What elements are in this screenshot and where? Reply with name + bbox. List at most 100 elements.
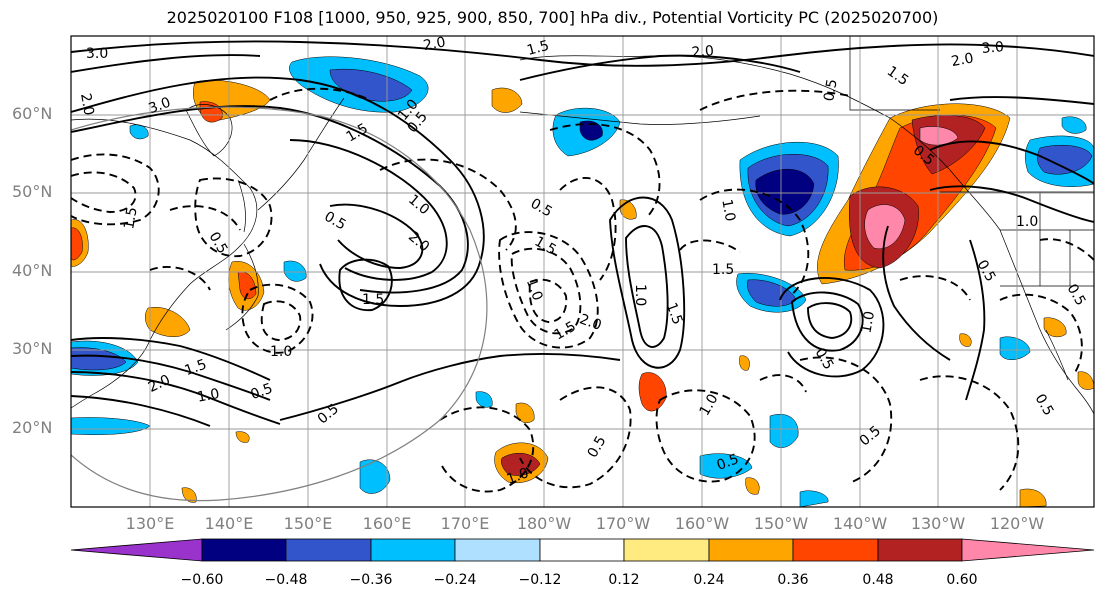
- contour-label: 1.0: [718, 198, 738, 223]
- contour-solid-7: [71, 54, 261, 73]
- contours-solid: [71, 40, 1094, 427]
- map-frame: [70, 35, 1095, 508]
- border-states: [1000, 192, 1094, 286]
- contour-label: 0.5: [248, 381, 274, 404]
- contour-label: 2.0: [577, 311, 603, 334]
- map-title: 2025020100 F108 [1000, 950, 925, 900, 85…: [166, 8, 939, 27]
- pv-blob-bering-dark: [579, 120, 603, 141]
- contours-dashed: [71, 87, 1094, 493]
- pv-blob-small-orange3: [739, 355, 750, 371]
- contour-solid-20: [929, 185, 1094, 223]
- contour-dashed-16: [799, 356, 893, 483]
- colorbar-swatch: [201, 538, 287, 562]
- coast-baja: [1045, 329, 1069, 381]
- coast-alaska: [519, 55, 1001, 231]
- contour-label: 1.0: [196, 386, 221, 406]
- contour-dashed-13: [519, 386, 632, 489]
- pv-blob-south-blue3: [359, 459, 391, 494]
- coast-aleutians: [519, 111, 761, 125]
- contour-dashed-15: [655, 389, 756, 483]
- contour-label: 2.0: [691, 43, 715, 61]
- contour-solid-11: [71, 371, 281, 425]
- lat-label-50n: 50°N: [12, 182, 53, 201]
- contour-label: 1.0: [505, 465, 531, 488]
- contour-label: 3.0: [146, 95, 172, 118]
- lon-label-130e: 130°E: [125, 514, 175, 533]
- contour-solid-14: [807, 302, 853, 339]
- pv-blob-japan-red: [237, 271, 257, 300]
- border-canada-alaska: [849, 36, 940, 111]
- contour-dashed-14: [439, 406, 535, 493]
- pv-blob-south-blue2: [769, 414, 799, 448]
- contour-label: 0.5: [715, 451, 741, 474]
- lat-label-30n: 30°N: [12, 339, 53, 358]
- pv-blob-small-blue2: [475, 391, 493, 408]
- lat-label-60n: 60°N: [12, 104, 53, 123]
- contour-label: 1.5: [525, 38, 551, 59]
- pv-blob-small-orange5: [235, 431, 250, 443]
- contour-dashed-5: [260, 300, 302, 341]
- lon-label-120w: 120°W: [989, 514, 1045, 533]
- pv-blob-small-blue4: [799, 490, 829, 507]
- contour-dashed-17: [919, 375, 1020, 491]
- contour-label: 1.0: [632, 284, 648, 306]
- contour-label: 1.0: [270, 344, 292, 360]
- colorbar-swatch: [792, 538, 879, 562]
- contour-label: 1.5: [362, 292, 384, 308]
- map-plot: [71, 36, 1094, 507]
- contour-dashed-22: [269, 87, 371, 101]
- contour-label: 0.5: [821, 78, 841, 103]
- lon-label-180w: 180°W: [516, 514, 572, 533]
- contour-label: 1.0: [1016, 214, 1038, 230]
- colorbar-tick: 0.24: [693, 572, 725, 588]
- pv-blob-ne-pink: [864, 126, 959, 250]
- coast-sakhalin: [237, 179, 246, 233]
- contour-solid-1: [71, 76, 485, 307]
- contour-dashed-8: [528, 278, 568, 323]
- colorbar-tick: 0.60: [946, 572, 978, 588]
- contour-dashed-11: [699, 188, 810, 297]
- lon-label-160w: 160°W: [674, 514, 730, 533]
- contour-solid-5: [338, 258, 393, 312]
- contour-label: 1.0: [858, 310, 878, 335]
- contour-label: 2.0: [422, 34, 447, 54]
- contour-dashed-4: [241, 283, 314, 354]
- colorbar-tick: −0.60: [180, 572, 224, 588]
- contour-dashed-26: [759, 374, 807, 393]
- lon-label-160e: 160°E: [362, 514, 412, 533]
- pv-blob-goa-dark: [755, 168, 815, 215]
- coast-na-west: [999, 229, 1094, 415]
- contour-dashed-7: [510, 247, 582, 335]
- contour-dashed-2: [71, 171, 137, 213]
- contour-dashed-20: [699, 89, 851, 111]
- pv-blob-small-orange7: [745, 477, 760, 495]
- colorbar-extend-low: [70, 538, 203, 562]
- colorbar: [70, 538, 1095, 562]
- lon-label-150w: 150°W: [753, 514, 809, 533]
- gridlines: [71, 36, 1094, 507]
- contour-solid-15: [779, 277, 885, 378]
- pv-blob-sw-blue-core: [71, 347, 127, 371]
- colorbar-tick: −0.24: [433, 572, 477, 588]
- coast-japan: [225, 243, 259, 331]
- contour-solid-6: [71, 40, 1094, 67]
- contour-label: 1.5: [712, 262, 734, 278]
- pv-blob-nw-orange: [491, 87, 523, 113]
- contour-label: 2.0: [77, 92, 97, 117]
- contour-dashed-24: [149, 266, 211, 291]
- contour-label: 1.5: [182, 357, 208, 380]
- colorbar-extend-high: [961, 538, 1095, 562]
- lat-label-40n: 40°N: [12, 261, 53, 280]
- contour-dashed-18: [1039, 238, 1094, 261]
- contour-dashed-12: [679, 239, 741, 253]
- contour-dashed-1: [71, 153, 160, 226]
- contour-dashed-3: [194, 177, 273, 257]
- colorbar-tick: −0.36: [349, 572, 393, 588]
- contour-dashed-23: [169, 205, 241, 231]
- lon-label-140w: 140°W: [832, 514, 888, 533]
- contour-dashed-6: [498, 231, 599, 349]
- colorbar-swatch: [539, 538, 625, 562]
- contour-dashed-9: [379, 158, 517, 251]
- contour-solid-8: [519, 54, 801, 81]
